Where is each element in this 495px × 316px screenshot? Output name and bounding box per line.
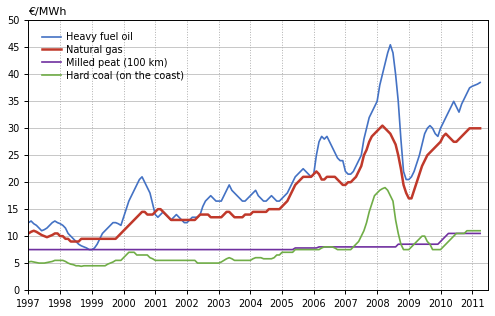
Milled peat (100 km) [60,248,66,252]
Heavy fuel oil [388,43,394,47]
Heavy fuel oil [86,248,92,252]
Heavy fuel oil [268,194,274,198]
Line: Hard coal (on the coast): Hard coal (on the coast) [29,188,480,266]
Hard coal (on the coast) [60,258,66,262]
Natural gas [60,234,66,238]
Natural gas [295,180,301,184]
Hard coal (on the coast) [232,258,238,262]
Milled peat (100 km) [266,248,272,252]
Hard coal (on the coast) [26,260,32,264]
Heavy fuel oil [160,210,166,214]
Heavy fuel oil [477,81,483,84]
Hard coal (on the coast) [477,229,483,233]
Line: Natural gas: Natural gas [29,126,480,241]
Heavy fuel oil [232,191,238,195]
Natural gas [173,218,179,222]
Milled peat (100 km) [292,246,298,250]
Heavy fuel oil [173,213,179,216]
Milled peat (100 km) [446,232,451,235]
Hard coal (on the coast) [160,258,166,262]
Milled peat (100 km) [26,248,32,252]
Natural gas [232,216,238,219]
Natural gas [380,124,386,128]
Natural gas [268,207,274,211]
Line: Heavy fuel oil: Heavy fuel oil [29,45,480,250]
Heavy fuel oil [60,223,66,227]
Natural gas [477,126,483,130]
Milled peat (100 km) [171,248,177,252]
Hard coal (on the coast) [268,257,274,261]
Hard coal (on the coast) [173,258,179,262]
Natural gas [160,210,166,214]
Legend: Heavy fuel oil, Natural gas, Milled peat (100 km), Hard coal (on the coast): Heavy fuel oil, Natural gas, Milled peat… [38,28,188,85]
Milled peat (100 km) [229,248,235,252]
Hard coal (on the coast) [295,248,301,252]
Heavy fuel oil [295,172,301,176]
Natural gas [68,240,74,243]
Line: Milled peat (100 km): Milled peat (100 km) [29,234,480,250]
Milled peat (100 km) [157,248,163,252]
Heavy fuel oil [26,221,32,225]
Text: €/MWh: €/MWh [29,7,67,17]
Natural gas [26,232,32,235]
Hard coal (on the coast) [78,264,84,268]
Hard coal (on the coast) [382,186,388,190]
Milled peat (100 km) [477,232,483,235]
